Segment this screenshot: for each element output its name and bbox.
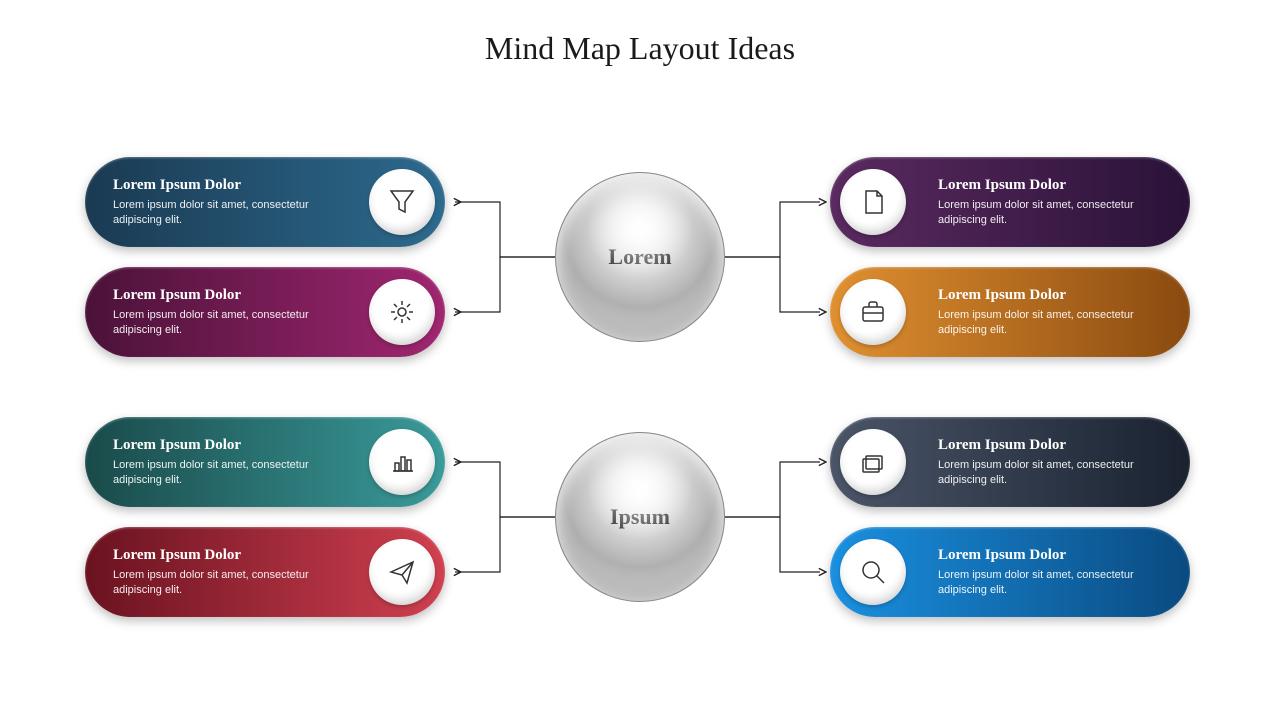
node-heading: Lorem Ipsum Dolor xyxy=(938,287,1162,304)
node-text: Lorem Ipsum Dolor Lorem ipsum dolor sit a… xyxy=(916,437,1162,488)
mindmap-canvas: Lorem Ipsum Lorem Ipsum Dolor Lorem ipsum… xyxy=(0,77,1280,697)
node-pill: Lorem Ipsum Dolor Lorem ipsum dolor sit a… xyxy=(85,417,445,507)
node-text: Lorem Ipsum Dolor Lorem ipsum dolor sit a… xyxy=(916,287,1162,338)
node-body: Lorem ipsum dolor sit amet, consectetur … xyxy=(113,308,345,338)
node-pill: Lorem Ipsum Dolor Lorem ipsum dolor sit a… xyxy=(830,157,1190,247)
funnel-icon xyxy=(369,169,435,235)
folders-icon xyxy=(840,429,906,495)
node-heading: Lorem Ipsum Dolor xyxy=(113,177,345,194)
node-body: Lorem ipsum dolor sit amet, consectetur … xyxy=(113,568,345,598)
node-pill: Lorem Ipsum Dolor Lorem ipsum dolor sit a… xyxy=(830,267,1190,357)
node-body: Lorem ipsum dolor sit amet, consectetur … xyxy=(938,308,1162,338)
node-pill: Lorem Ipsum Dolor Lorem ipsum dolor sit a… xyxy=(85,527,445,617)
gear-icon xyxy=(369,279,435,345)
hub-label: Lorem xyxy=(608,244,671,270)
node-pill: Lorem Ipsum Dolor Lorem ipsum dolor sit a… xyxy=(85,157,445,247)
node-heading: Lorem Ipsum Dolor xyxy=(113,287,345,304)
magnifier-icon xyxy=(840,539,906,605)
node-pill: Lorem Ipsum Dolor Lorem ipsum dolor sit a… xyxy=(85,267,445,357)
node-pill: Lorem Ipsum Dolor Lorem ipsum dolor sit a… xyxy=(830,527,1190,617)
node-text: Lorem Ipsum Dolor Lorem ipsum dolor sit a… xyxy=(113,177,359,228)
node-body: Lorem ipsum dolor sit amet, consectetur … xyxy=(113,458,345,488)
hub-label: Ipsum xyxy=(610,504,670,530)
node-heading: Lorem Ipsum Dolor xyxy=(938,437,1162,454)
node-heading: Lorem Ipsum Dolor xyxy=(938,547,1162,564)
paperplane-icon xyxy=(369,539,435,605)
briefcase-icon xyxy=(840,279,906,345)
node-text: Lorem Ipsum Dolor Lorem ipsum dolor sit a… xyxy=(916,547,1162,598)
node-heading: Lorem Ipsum Dolor xyxy=(113,437,345,454)
node-text: Lorem Ipsum Dolor Lorem ipsum dolor sit a… xyxy=(113,547,359,598)
node-text: Lorem Ipsum Dolor Lorem ipsum dolor sit a… xyxy=(113,437,359,488)
document-icon xyxy=(840,169,906,235)
node-pill: Lorem Ipsum Dolor Lorem ipsum dolor sit a… xyxy=(830,417,1190,507)
node-body: Lorem ipsum dolor sit amet, consectetur … xyxy=(938,458,1162,488)
node-heading: Lorem Ipsum Dolor xyxy=(113,547,345,564)
page-title: Mind Map Layout Ideas xyxy=(0,0,1280,67)
node-body: Lorem ipsum dolor sit amet, consectetur … xyxy=(938,568,1162,598)
node-heading: Lorem Ipsum Dolor xyxy=(938,177,1162,194)
hub-lorem: Lorem xyxy=(555,172,725,342)
node-body: Lorem ipsum dolor sit amet, consectetur … xyxy=(113,198,345,228)
node-text: Lorem Ipsum Dolor Lorem ipsum dolor sit a… xyxy=(916,177,1162,228)
node-body: Lorem ipsum dolor sit amet, consectetur … xyxy=(938,198,1162,228)
node-text: Lorem Ipsum Dolor Lorem ipsum dolor sit a… xyxy=(113,287,359,338)
hub-ipsum: Ipsum xyxy=(555,432,725,602)
barchart-icon xyxy=(369,429,435,495)
